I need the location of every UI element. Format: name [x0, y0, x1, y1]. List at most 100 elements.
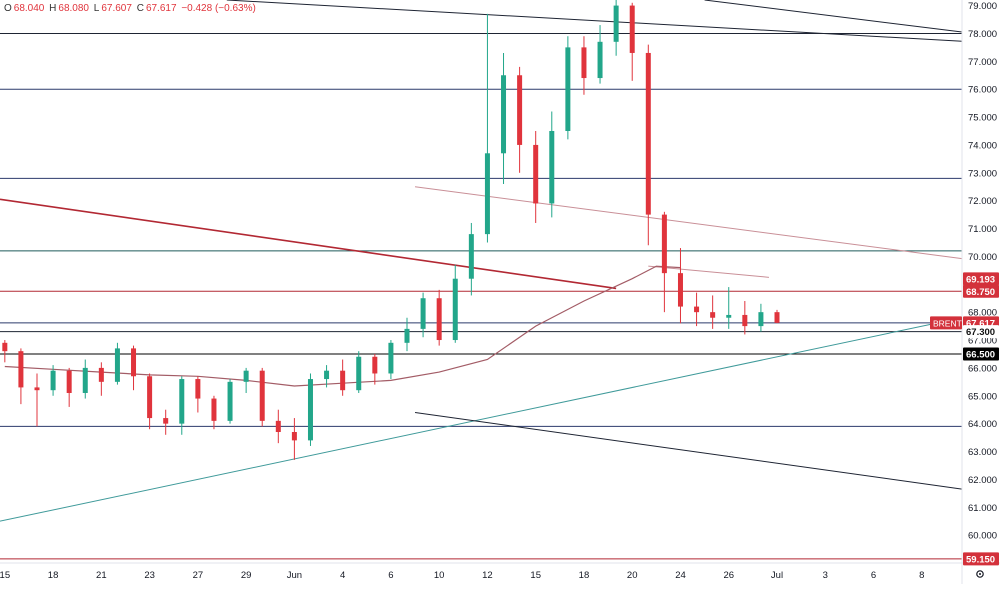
candle-28 [452, 264, 458, 343]
svg-text:BRENT: BRENT [933, 318, 962, 328]
svg-text:68.750: 68.750 [966, 287, 995, 298]
candle-6 [98, 362, 104, 396]
candle-19 [307, 373, 313, 446]
y-tick-12: 73.000 [968, 168, 997, 179]
y-tick-18: 79.000 [968, 1, 997, 12]
trendline-2 [0, 198, 617, 290]
candle-4 [66, 367, 72, 407]
candle-14 [227, 379, 233, 424]
candle-8 [131, 345, 137, 391]
x-tick-11: 15 [530, 570, 541, 581]
gear-icon[interactable] [976, 570, 984, 578]
candle-13 [211, 395, 217, 430]
candle-32 [517, 66, 523, 173]
y-tick-8: 68.000 [968, 308, 997, 319]
candle-34 [549, 111, 555, 218]
x-tick-12: 18 [579, 570, 590, 581]
candle-30 [484, 13, 490, 243]
candle-11 [179, 376, 185, 435]
candle-27 [436, 289, 442, 346]
svg-text:69.193: 69.193 [966, 274, 995, 285]
x-tick-13: 20 [627, 570, 638, 581]
x-tick-16: Jul [771, 570, 783, 581]
svg-text:67.300: 67.300 [966, 327, 995, 338]
candle-48 [774, 309, 780, 324]
candle-17 [275, 409, 281, 444]
y-tick-3: 63.000 [968, 447, 997, 458]
level-lines [0, 32, 962, 560]
y-tick-5: 65.000 [968, 391, 997, 402]
candle-16 [259, 367, 265, 427]
candle-43 [694, 292, 700, 327]
candle-37 [597, 25, 603, 84]
price-label-4: 66.500 [963, 347, 999, 361]
x-tick-19: 8 [919, 570, 924, 581]
low-value: 67.607 [101, 3, 132, 14]
x-tick-7: 4 [340, 570, 345, 581]
x-tick-10: 12 [482, 570, 493, 581]
trendline-4 [648, 265, 770, 278]
candle-9 [147, 373, 153, 430]
y-tick-16: 77.000 [968, 57, 997, 68]
y-tick-4: 64.000 [968, 419, 997, 430]
candle-7 [114, 342, 120, 385]
candles [2, 0, 780, 460]
trendline-0 [226, 0, 963, 42]
x-tick-5: 29 [241, 570, 252, 581]
open-value: 68.040 [13, 3, 45, 14]
x-tick-17: 3 [823, 570, 828, 581]
trendlines [0, 0, 963, 522]
svg-text:59.150: 59.150 [966, 554, 995, 565]
candle-20 [324, 365, 330, 388]
y-tick-10: 71.000 [968, 224, 997, 235]
x-tick-2: 21 [96, 570, 107, 581]
candle-1 [18, 348, 24, 405]
close-label: C [136, 3, 144, 14]
candle-41 [661, 211, 667, 313]
y-tick-15: 76.000 [968, 85, 997, 96]
trendline-3 [414, 186, 963, 260]
price-label-5: 59.150 [963, 552, 999, 566]
x-tick-1: 18 [48, 570, 59, 581]
candle-39 [629, 2, 635, 81]
candle-42 [677, 248, 683, 324]
candle-46 [742, 301, 748, 335]
candle-21 [340, 359, 346, 396]
candle-44 [710, 295, 716, 329]
candle-33 [533, 130, 539, 223]
candle-3 [50, 365, 56, 396]
candle-24 [388, 340, 394, 380]
candle-2 [34, 373, 40, 427]
candle-15 [243, 367, 249, 393]
change-value: −0.428 (−0.63%) [181, 3, 256, 14]
candle-45 [726, 287, 732, 329]
candle-29 [468, 222, 474, 296]
x-tick-14: 24 [675, 570, 686, 581]
y-tick-14: 75.000 [968, 113, 997, 124]
high-label: H [49, 3, 57, 14]
candle-5 [82, 359, 88, 399]
x-tick-9: 10 [434, 570, 445, 581]
candle-10 [163, 409, 169, 435]
candle-36 [581, 36, 587, 95]
x-tick-6: Jun [287, 570, 302, 581]
candle-23 [372, 353, 378, 385]
y-tick-9: 70.000 [968, 252, 997, 263]
svg-text:67.617: 67.617 [966, 318, 995, 329]
y-tick-17: 78.000 [968, 29, 997, 40]
candle-40 [645, 44, 651, 246]
y-tick-2: 62.000 [968, 475, 997, 486]
y-tick-1: 61.000 [968, 503, 997, 514]
candle-26 [420, 292, 426, 338]
symbol-tag: BRENT [930, 316, 962, 330]
trendline-1 [704, 0, 963, 33]
candle-31 [501, 52, 507, 184]
x-tick-4: 27 [193, 570, 204, 581]
y-tick-6: 66.000 [968, 363, 997, 374]
trendline-5 [0, 317, 963, 522]
candle-25 [404, 317, 410, 352]
candle-47 [758, 303, 764, 332]
